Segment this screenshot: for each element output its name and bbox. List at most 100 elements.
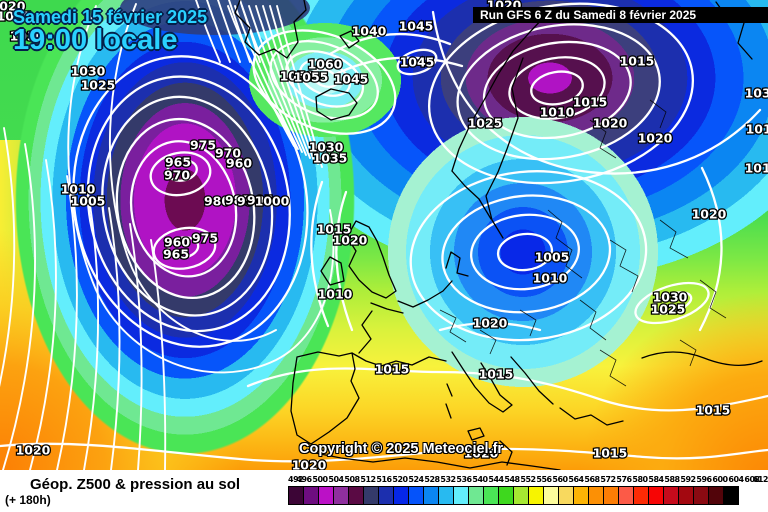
colorbar: 492 496 500 504 508 512 516 520 524 528 532 536 540 5… (288, 470, 768, 512)
pressure-label: 1015 (479, 367, 514, 382)
colorbar-swatch (693, 486, 709, 505)
colorbar-tick: 516 (376, 475, 392, 484)
colorbar-tick: 580 (632, 475, 648, 484)
colorbar-swatch (633, 486, 649, 505)
gradient-fan-sw (0, 127, 167, 470)
pressure-label: 975 (192, 231, 218, 246)
colorbar-tick: 524 (408, 475, 424, 484)
forecast-datetime-overlay: Samedi 15 février 2025 19:00 locale (13, 8, 207, 56)
colorbar-swatch (618, 486, 634, 505)
pressure-label: 985 (225, 193, 251, 208)
colorbar-swatch (498, 486, 514, 505)
pressure-label: 1020 (473, 316, 508, 331)
norway-coast (451, 15, 546, 172)
scandinavian-outer-isobar (431, 10, 762, 175)
pressure-label: 970 (215, 146, 241, 161)
coastlines (234, 0, 763, 470)
sicily-coast (467, 427, 485, 441)
colorbar-tick: 572 (600, 475, 616, 484)
colorbar-swatch (438, 486, 454, 505)
greenland-coast (234, 0, 307, 59)
pressure-label: 1030 (745, 86, 768, 101)
colorbar-tick: 540 (472, 475, 488, 484)
greece-coast (559, 407, 624, 426)
ireland-coast (320, 256, 345, 286)
colorbar-tick: 536 (456, 475, 472, 484)
pressure-label: 1010 (745, 161, 768, 176)
pressure-label: 1015 (573, 95, 608, 110)
pressure-label: 1030 (71, 64, 106, 79)
atlantic-low-isobars (72, 55, 309, 348)
colorbar-swatch (483, 486, 499, 505)
pressure-label: 1020 (0, 0, 26, 14)
colorbar-tick: 568 (584, 475, 600, 484)
copyright: Copyright © 2025 Meteociel.fr (299, 441, 504, 457)
pressure-label: 1030 (309, 140, 344, 155)
colorbar-swatch (723, 486, 739, 505)
pressure-label: 1020 (692, 207, 727, 222)
colorbar-swatch (543, 486, 559, 505)
colorbar-swatch (528, 486, 544, 505)
colorbar-tick: 500 (312, 475, 328, 484)
colorbar-tick: 556 (536, 475, 552, 484)
baltic-low-isobars (409, 170, 648, 342)
forecast-time: 19:00 locale (13, 24, 178, 57)
pressure-label: 960 (226, 156, 252, 171)
italy-coast (451, 351, 513, 413)
iceland-coast (315, 88, 358, 121)
colorbar-swatch (513, 486, 529, 505)
pressure-label: 1015 (593, 446, 628, 461)
pressure-label: 1020 (593, 116, 628, 131)
pressure-label: 965 (165, 155, 191, 170)
pressure-label: 1020 (16, 443, 51, 458)
pressure-label: 970 (164, 168, 190, 183)
pressure-label: 995 (247, 193, 273, 208)
pressure-label: 1045 (334, 72, 369, 87)
pressure-label: 1025 (468, 116, 503, 131)
colorbar-tick: 600 (712, 475, 728, 484)
pressure-label: 1060 (308, 57, 343, 72)
colorbar-swatch (408, 486, 424, 505)
colorbar-tick: 548 (504, 475, 520, 484)
colorbar-swatch (303, 486, 319, 505)
colorbar-swatch (333, 486, 349, 505)
pressure-label: 1025 (81, 78, 116, 93)
pressure-label: 1015 (746, 122, 768, 137)
colorbar-swatch (453, 486, 469, 505)
colorbar-tick: 532 (440, 475, 456, 484)
field-colors (0, 0, 768, 470)
colorbar-tick: 508 (344, 475, 360, 484)
pressure-label: 1020 (464, 446, 499, 461)
northsea-coast (397, 280, 453, 308)
legend-title: Géop. Z500 & pression au sol (30, 476, 241, 493)
weather-map-svg: 1020102510301030102510101005975970960965… (0, 0, 768, 470)
colorbar-swatches (288, 486, 739, 505)
tunisia-coast (499, 440, 513, 466)
colorbar-tick: 544 (488, 475, 504, 484)
pressure-label: 1005 (535, 250, 570, 265)
colorbar-tick: 492 (288, 475, 304, 484)
gradient-fan-ne (227, 5, 323, 168)
pressure-label: 1020 (638, 131, 673, 146)
africa-coast (309, 451, 561, 470)
colorbar-tick: 588 (664, 475, 680, 484)
colorbar-tick: 608 (744, 475, 760, 484)
pressure-label: 1045 (400, 55, 435, 70)
pressure-label: 1040 (352, 24, 387, 39)
southern-isobars (0, 321, 768, 463)
pressure-label: 1010 (61, 182, 96, 197)
colorbar-swatch (678, 486, 694, 505)
colorbar-tick: 520 (392, 475, 408, 484)
black-sea-coast (641, 351, 763, 366)
colorbar-ticks: 492 496 500 504 508 512 516 520 524 528 532 536 540 5… (288, 475, 768, 485)
country-borders (439, 99, 727, 387)
greenland-isobars (195, 0, 261, 63)
colorbar-swatch (378, 486, 394, 505)
pressure-label: 1045 (399, 19, 434, 34)
pressure-label: 1030 (10, 29, 45, 44)
pressure-label: 1010 (540, 105, 575, 120)
pressure-label: 1025 (651, 302, 686, 317)
colorbar-tick: 584 (648, 475, 664, 484)
colorbar-tick: 612 (752, 475, 768, 484)
